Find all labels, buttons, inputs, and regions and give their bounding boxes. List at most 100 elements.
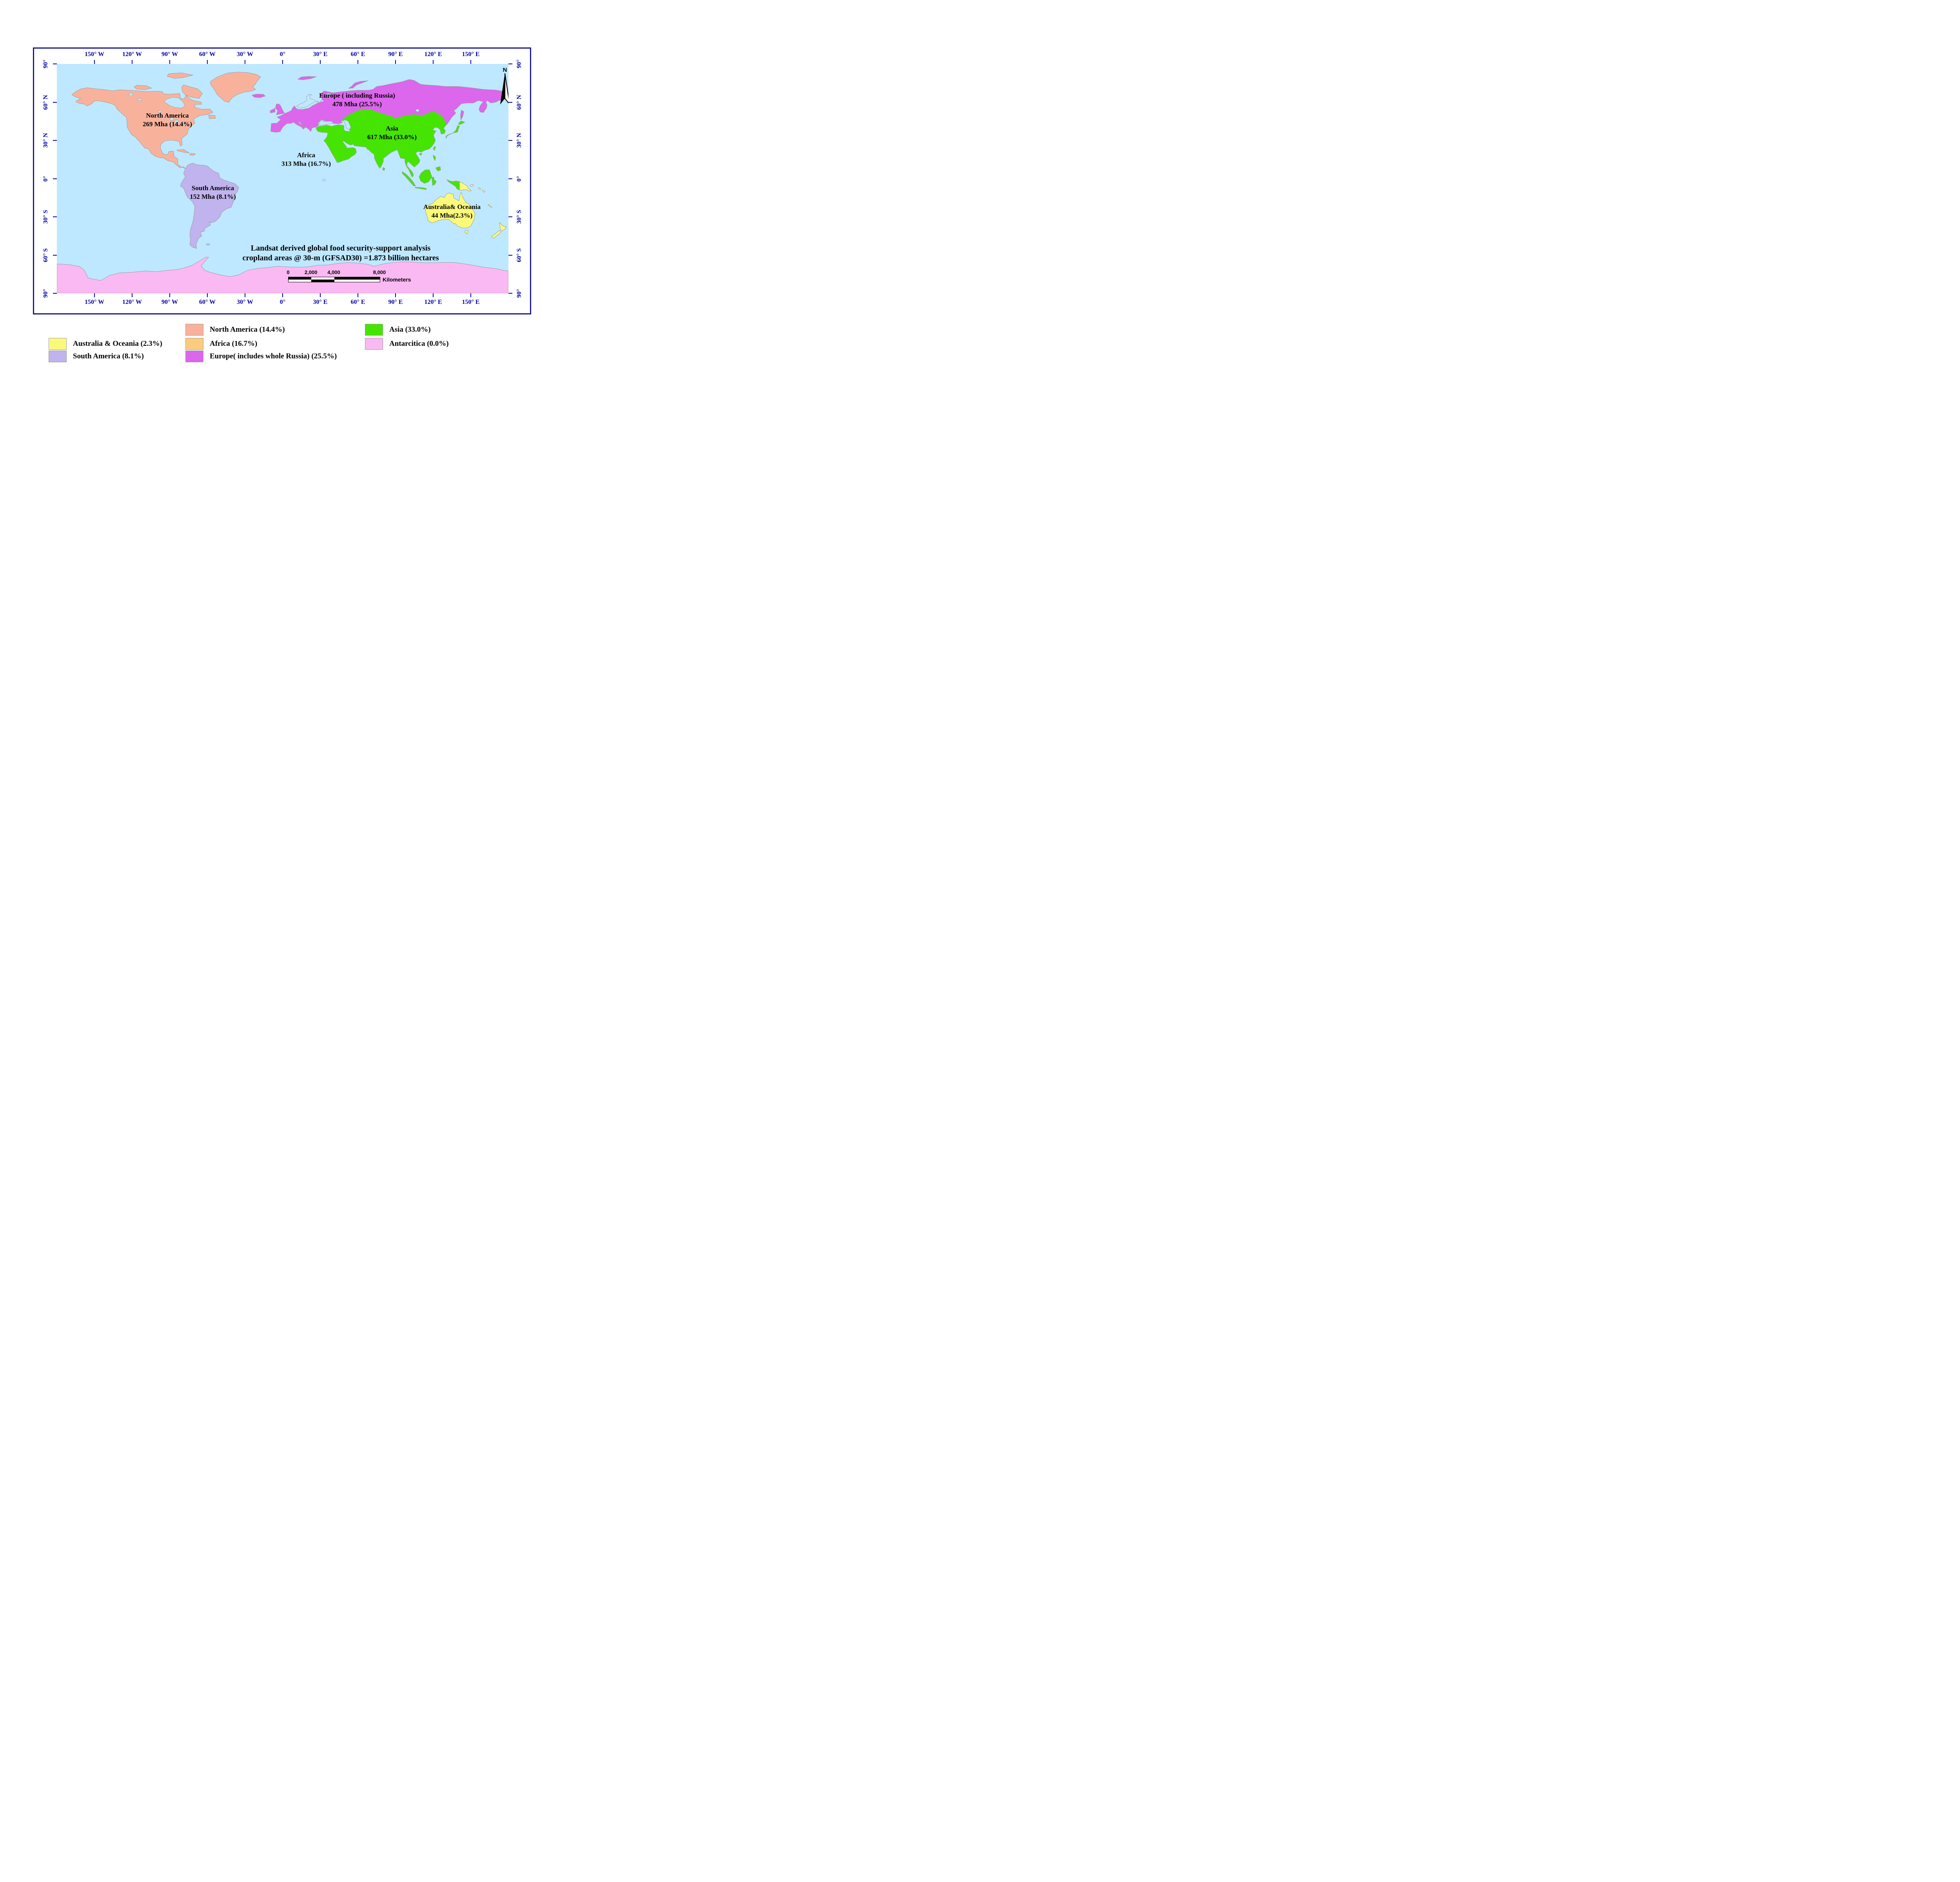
legend-swatch xyxy=(185,324,203,336)
scale-bar: 0 2,000 4,000 8,000 Kilometers xyxy=(287,269,414,283)
lon-label-top: 60° E xyxy=(350,51,365,58)
lon-tick-top xyxy=(207,60,208,64)
lon-label-bottom: 30° W xyxy=(236,299,254,305)
lat-label-right: 90° xyxy=(516,289,523,298)
lon-tick-top xyxy=(94,60,95,64)
lon-label-bottom: 60° W xyxy=(199,299,216,305)
region-south-america xyxy=(180,163,239,249)
lon-tick-bottom xyxy=(433,293,434,297)
lat-tick-right xyxy=(508,140,512,141)
scale-number: 2,000 xyxy=(304,269,318,275)
lon-tick-top xyxy=(320,60,321,64)
lat-label-left: 60° S xyxy=(42,248,49,262)
lon-label-bottom: 120° E xyxy=(424,299,442,305)
lat-label-right: 30° S xyxy=(516,210,523,224)
region-australia xyxy=(425,181,507,239)
lat-label-right: 90° xyxy=(516,59,523,69)
scale-bar-graphic xyxy=(288,277,380,282)
lon-label-bottom: 150° E xyxy=(462,299,480,305)
lat-tick-right xyxy=(508,102,512,103)
label-north-america: North America 269 Mha (14.4%) xyxy=(142,112,192,128)
lat-tick-left xyxy=(53,178,57,179)
lat-tick-right xyxy=(508,216,512,217)
lon-tick-top xyxy=(395,60,396,64)
inland-water xyxy=(129,93,419,182)
lat-label-left: 90° xyxy=(42,289,49,298)
lon-label-top: 150° W xyxy=(84,51,105,58)
lon-label-top: 90° E xyxy=(388,51,403,58)
lon-label-bottom: 90° W xyxy=(161,299,178,305)
lon-tick-top xyxy=(433,60,434,64)
scale-unit: Kilometers xyxy=(383,276,411,283)
lon-label-bottom: 60° E xyxy=(350,299,365,305)
legend-swatch xyxy=(365,324,383,336)
lat-label-right: 0° xyxy=(516,176,523,182)
scale-number: 4,000 xyxy=(327,269,340,275)
lat-tick-left xyxy=(53,102,57,103)
lon-label-top: 30° W xyxy=(236,51,254,58)
lat-label-left: 90° xyxy=(42,59,49,69)
label-europe: Europe ( including Russia) 478 Mha (25.5%… xyxy=(319,92,395,108)
lon-label-top: 60° W xyxy=(199,51,216,58)
lat-label-left: 0° xyxy=(42,176,49,182)
lon-tick-top xyxy=(169,60,170,64)
label-australia: Australia& Oceania 44 Mha(2.3%) xyxy=(423,203,481,219)
lat-tick-right xyxy=(508,178,512,179)
north-arrow-icon xyxy=(500,73,508,105)
legend-swatch xyxy=(185,351,203,362)
lon-label-top: 150° E xyxy=(462,51,480,58)
lon-label-top: 120° E xyxy=(424,51,442,58)
lat-label-left: 30° N xyxy=(42,133,49,148)
legend-swatch xyxy=(49,338,67,350)
lon-label-bottom: 0° xyxy=(279,299,286,305)
lon-tick-bottom xyxy=(282,293,283,297)
north-arrow-label: N xyxy=(503,67,507,73)
legend-label: North America (14.4%) xyxy=(210,325,285,334)
lon-tick-bottom xyxy=(395,293,396,297)
lat-tick-left xyxy=(53,293,57,294)
region-north-america xyxy=(71,72,261,169)
lon-label-top: 0° xyxy=(279,51,286,58)
region-europe xyxy=(252,76,508,133)
lon-label-top: 120° W xyxy=(122,51,142,58)
map-frame: North America 269 Mha (14.4%) South Americ… xyxy=(33,47,531,314)
legend-label: Asia (33.0%) xyxy=(389,325,431,334)
north-arrow: N xyxy=(498,67,508,107)
lat-label-left: 60° N xyxy=(42,94,49,110)
scale-number: 8,000 xyxy=(373,269,386,275)
world-map-svg xyxy=(57,64,508,293)
legend-label: South America (8.1%) xyxy=(73,352,144,360)
map-area: North America 269 Mha (14.4%) South Americ… xyxy=(57,64,508,293)
lon-tick-bottom xyxy=(94,293,95,297)
label-africa: Africa 313 Mha (16.7%) xyxy=(281,151,331,167)
legend: Percent of Total Cropland Area Australia… xyxy=(0,316,564,375)
lon-label-bottom: 30° E xyxy=(313,299,328,305)
legend-swatch xyxy=(365,338,383,350)
legend-label: Europe( includes whole Russia) (25.5%) xyxy=(210,352,337,360)
lon-tick-bottom xyxy=(320,293,321,297)
map-title: Landsat derived global food security-sup… xyxy=(242,244,439,262)
lat-tick-left xyxy=(53,216,57,217)
lon-tick-bottom xyxy=(169,293,170,297)
label-asia: Asia 617 Mha (33.0%) xyxy=(367,125,417,141)
legend-swatch xyxy=(49,351,67,362)
lon-label-bottom: 120° W xyxy=(122,299,142,305)
legend-label: Antarcitica (0.0%) xyxy=(389,340,449,348)
lon-tick-top xyxy=(470,60,471,64)
lat-tick-right xyxy=(508,254,512,256)
legend-label: Africa (16.7%) xyxy=(210,340,258,348)
lat-tick-left xyxy=(53,254,57,256)
lat-tick-left xyxy=(53,140,57,141)
lat-label-right: 60° S xyxy=(516,248,523,262)
lat-tick-right xyxy=(508,293,512,294)
lon-label-bottom: 90° E xyxy=(388,299,403,305)
legend-swatch xyxy=(185,338,203,350)
region-antarctica xyxy=(57,256,508,293)
lat-label-left: 30° S xyxy=(42,210,49,224)
figure-canvas: North America 269 Mha (14.4%) South Americ… xyxy=(0,0,564,376)
region-asia xyxy=(316,109,465,191)
scale-number: 0 xyxy=(287,269,290,275)
lon-tick-bottom xyxy=(470,293,471,297)
lon-label-bottom: 150° W xyxy=(84,299,105,305)
lon-tick-bottom xyxy=(207,293,208,297)
